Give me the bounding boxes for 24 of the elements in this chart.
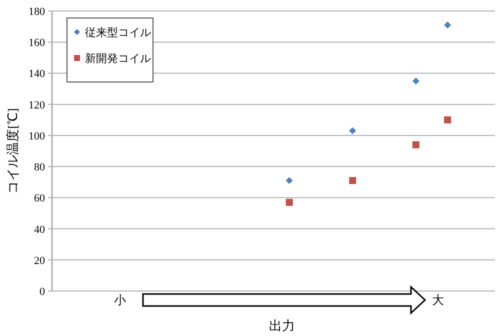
x-axis-title: 出力 <box>269 318 295 333</box>
y-tick-label: 0 <box>40 286 46 298</box>
y-tick-label: 100 <box>28 130 46 142</box>
y-tick-label: 140 <box>28 68 46 80</box>
point <box>286 177 293 184</box>
y-tick-label: 80 <box>34 162 46 174</box>
y-tick-label: 160 <box>28 37 46 50</box>
point <box>349 177 356 184</box>
y-tick-label: 180 <box>28 6 46 18</box>
point <box>286 198 293 206</box>
y-tick-label: 60 <box>34 192 46 205</box>
point <box>444 116 452 124</box>
point <box>349 127 356 134</box>
text: 大 <box>432 293 444 307</box>
text: 小 <box>114 293 126 307</box>
point <box>444 22 452 28</box>
point <box>412 78 420 84</box>
y-tick-label: 40 <box>34 224 46 236</box>
point <box>412 141 420 148</box>
y-axis-title: コイル温度[℃] <box>5 108 20 194</box>
y-tick-label: 120 <box>28 99 46 112</box>
legend-label: 従来型コイル <box>85 26 151 39</box>
y-tick-label: 20 <box>34 254 46 267</box>
legend-label: 新開発コイル <box>85 52 151 65</box>
